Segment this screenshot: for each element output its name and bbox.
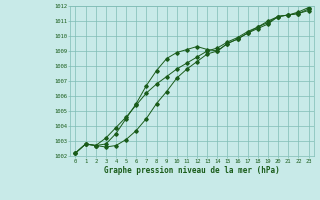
X-axis label: Graphe pression niveau de la mer (hPa): Graphe pression niveau de la mer (hPa)	[104, 166, 280, 175]
